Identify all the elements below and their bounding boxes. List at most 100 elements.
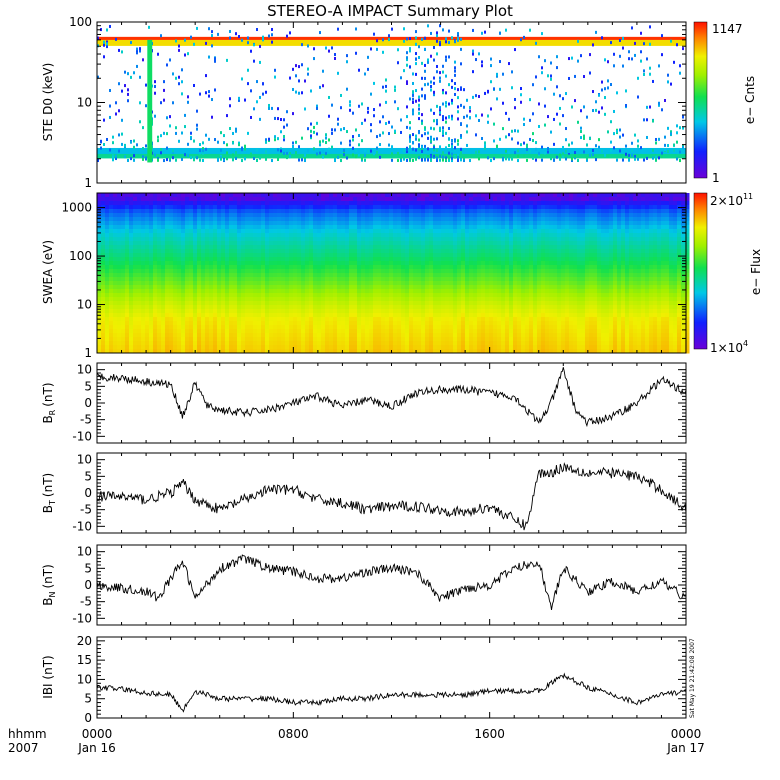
- swea-cell: [121, 205, 126, 210]
- swea-cell: [417, 241, 422, 246]
- swea-cell: [161, 289, 166, 294]
- swea-cell: [301, 249, 306, 254]
- ste-pixel: [448, 102, 450, 106]
- swea-cell: [197, 349, 202, 354]
- swea-cell: [257, 293, 262, 298]
- swea-cell: [133, 257, 138, 262]
- swea-cell: [205, 221, 210, 226]
- ste-pixel: [580, 130, 582, 134]
- swea-cell: [309, 225, 314, 230]
- swea-cell: [409, 213, 414, 218]
- swea-cell: [261, 297, 266, 302]
- swea-cell: [237, 309, 242, 314]
- swea-cell: [265, 289, 270, 294]
- swea-cell: [213, 221, 218, 226]
- swea-cell: [193, 205, 198, 210]
- swea-cell: [285, 277, 290, 282]
- ste-pixel: [628, 153, 630, 157]
- swea-cell: [221, 205, 226, 210]
- swea-cell: [313, 337, 318, 342]
- ste-pixel: [454, 69, 456, 73]
- swea-cell: [189, 217, 194, 222]
- swea-cell: [249, 313, 254, 318]
- ste-pixel: [190, 156, 192, 160]
- swea-cell: [141, 341, 146, 346]
- swea-cell: [149, 225, 154, 230]
- swea-cell: [205, 213, 210, 218]
- ste-pixel: [379, 143, 381, 147]
- ste-pixel: [568, 154, 570, 158]
- ste-pixel: [358, 68, 360, 72]
- ste-pixel: [649, 42, 651, 46]
- swea-cell: [165, 301, 170, 306]
- swea-cell: [461, 249, 466, 254]
- ste-pixel: [190, 131, 192, 135]
- swea-cell: [165, 341, 170, 346]
- swea-cell: [449, 285, 454, 290]
- ste-pixel: [184, 38, 186, 42]
- swea-cell: [373, 233, 378, 238]
- swea-cell: [265, 237, 270, 242]
- swea-cell: [329, 253, 334, 258]
- swea-cell: [245, 237, 250, 242]
- swea-cell: [197, 193, 202, 198]
- ste-pixel: [613, 146, 615, 150]
- ste-pixel: [457, 88, 459, 92]
- swea-cell: [301, 205, 306, 210]
- ste-pixel: [238, 35, 240, 39]
- swea-cell: [177, 193, 182, 198]
- swea-cell: [361, 297, 366, 302]
- swea-cell: [209, 289, 214, 294]
- ste-pixel: [580, 109, 582, 113]
- ste-pixel: [313, 47, 315, 51]
- swea-cell: [181, 233, 186, 238]
- swea-cell: [277, 345, 282, 350]
- swea-cell: [345, 265, 350, 270]
- swea-cell: [193, 329, 198, 334]
- swea-cell: [213, 253, 218, 258]
- ste-pixel: [205, 41, 207, 45]
- ste-pixel: [160, 151, 162, 155]
- swea-cell: [129, 233, 134, 238]
- ste-pixel: [619, 135, 621, 139]
- ste-pixel: [508, 117, 510, 121]
- swea-cell: [237, 297, 242, 302]
- swea-cell: [109, 221, 114, 226]
- swea-cell: [249, 349, 254, 354]
- ste-pixel: [502, 101, 504, 105]
- swea-cell: [149, 209, 154, 214]
- swea-cell: [357, 269, 362, 274]
- ste-pixel: [211, 44, 213, 48]
- swea-cell: [189, 293, 194, 298]
- swea-cell: [433, 201, 438, 206]
- swea-cell: [225, 241, 230, 246]
- swea-cell: [161, 321, 166, 326]
- swea-cell: [217, 237, 222, 242]
- swea-cell: [161, 349, 166, 354]
- ste-pixel: [436, 149, 438, 153]
- swea-cell: [177, 285, 182, 290]
- swea-cell: [313, 241, 318, 246]
- swea-cell: [437, 197, 442, 202]
- swea-cell: [185, 285, 190, 290]
- swea-cell: [133, 317, 138, 322]
- swea-cell: [169, 349, 174, 354]
- swea-cell: [429, 253, 434, 258]
- swea-cell: [141, 309, 146, 314]
- swea-cell: [121, 313, 126, 318]
- swea-cell: [233, 301, 238, 306]
- swea-cell: [385, 305, 390, 310]
- swea-cell: [437, 205, 442, 210]
- swea-cell: [165, 209, 170, 214]
- swea-cell: [165, 265, 170, 270]
- swea-cell: [429, 237, 434, 242]
- swea-cell: [229, 241, 234, 246]
- swea-cell: [101, 337, 106, 342]
- swea-cell: [237, 317, 242, 322]
- swea-cell: [277, 325, 282, 330]
- ste-pixel: [547, 74, 549, 78]
- swea-cell: [425, 237, 430, 242]
- swea-cell: [113, 297, 118, 302]
- swea-cell: [409, 201, 414, 206]
- swea-cell: [309, 261, 314, 266]
